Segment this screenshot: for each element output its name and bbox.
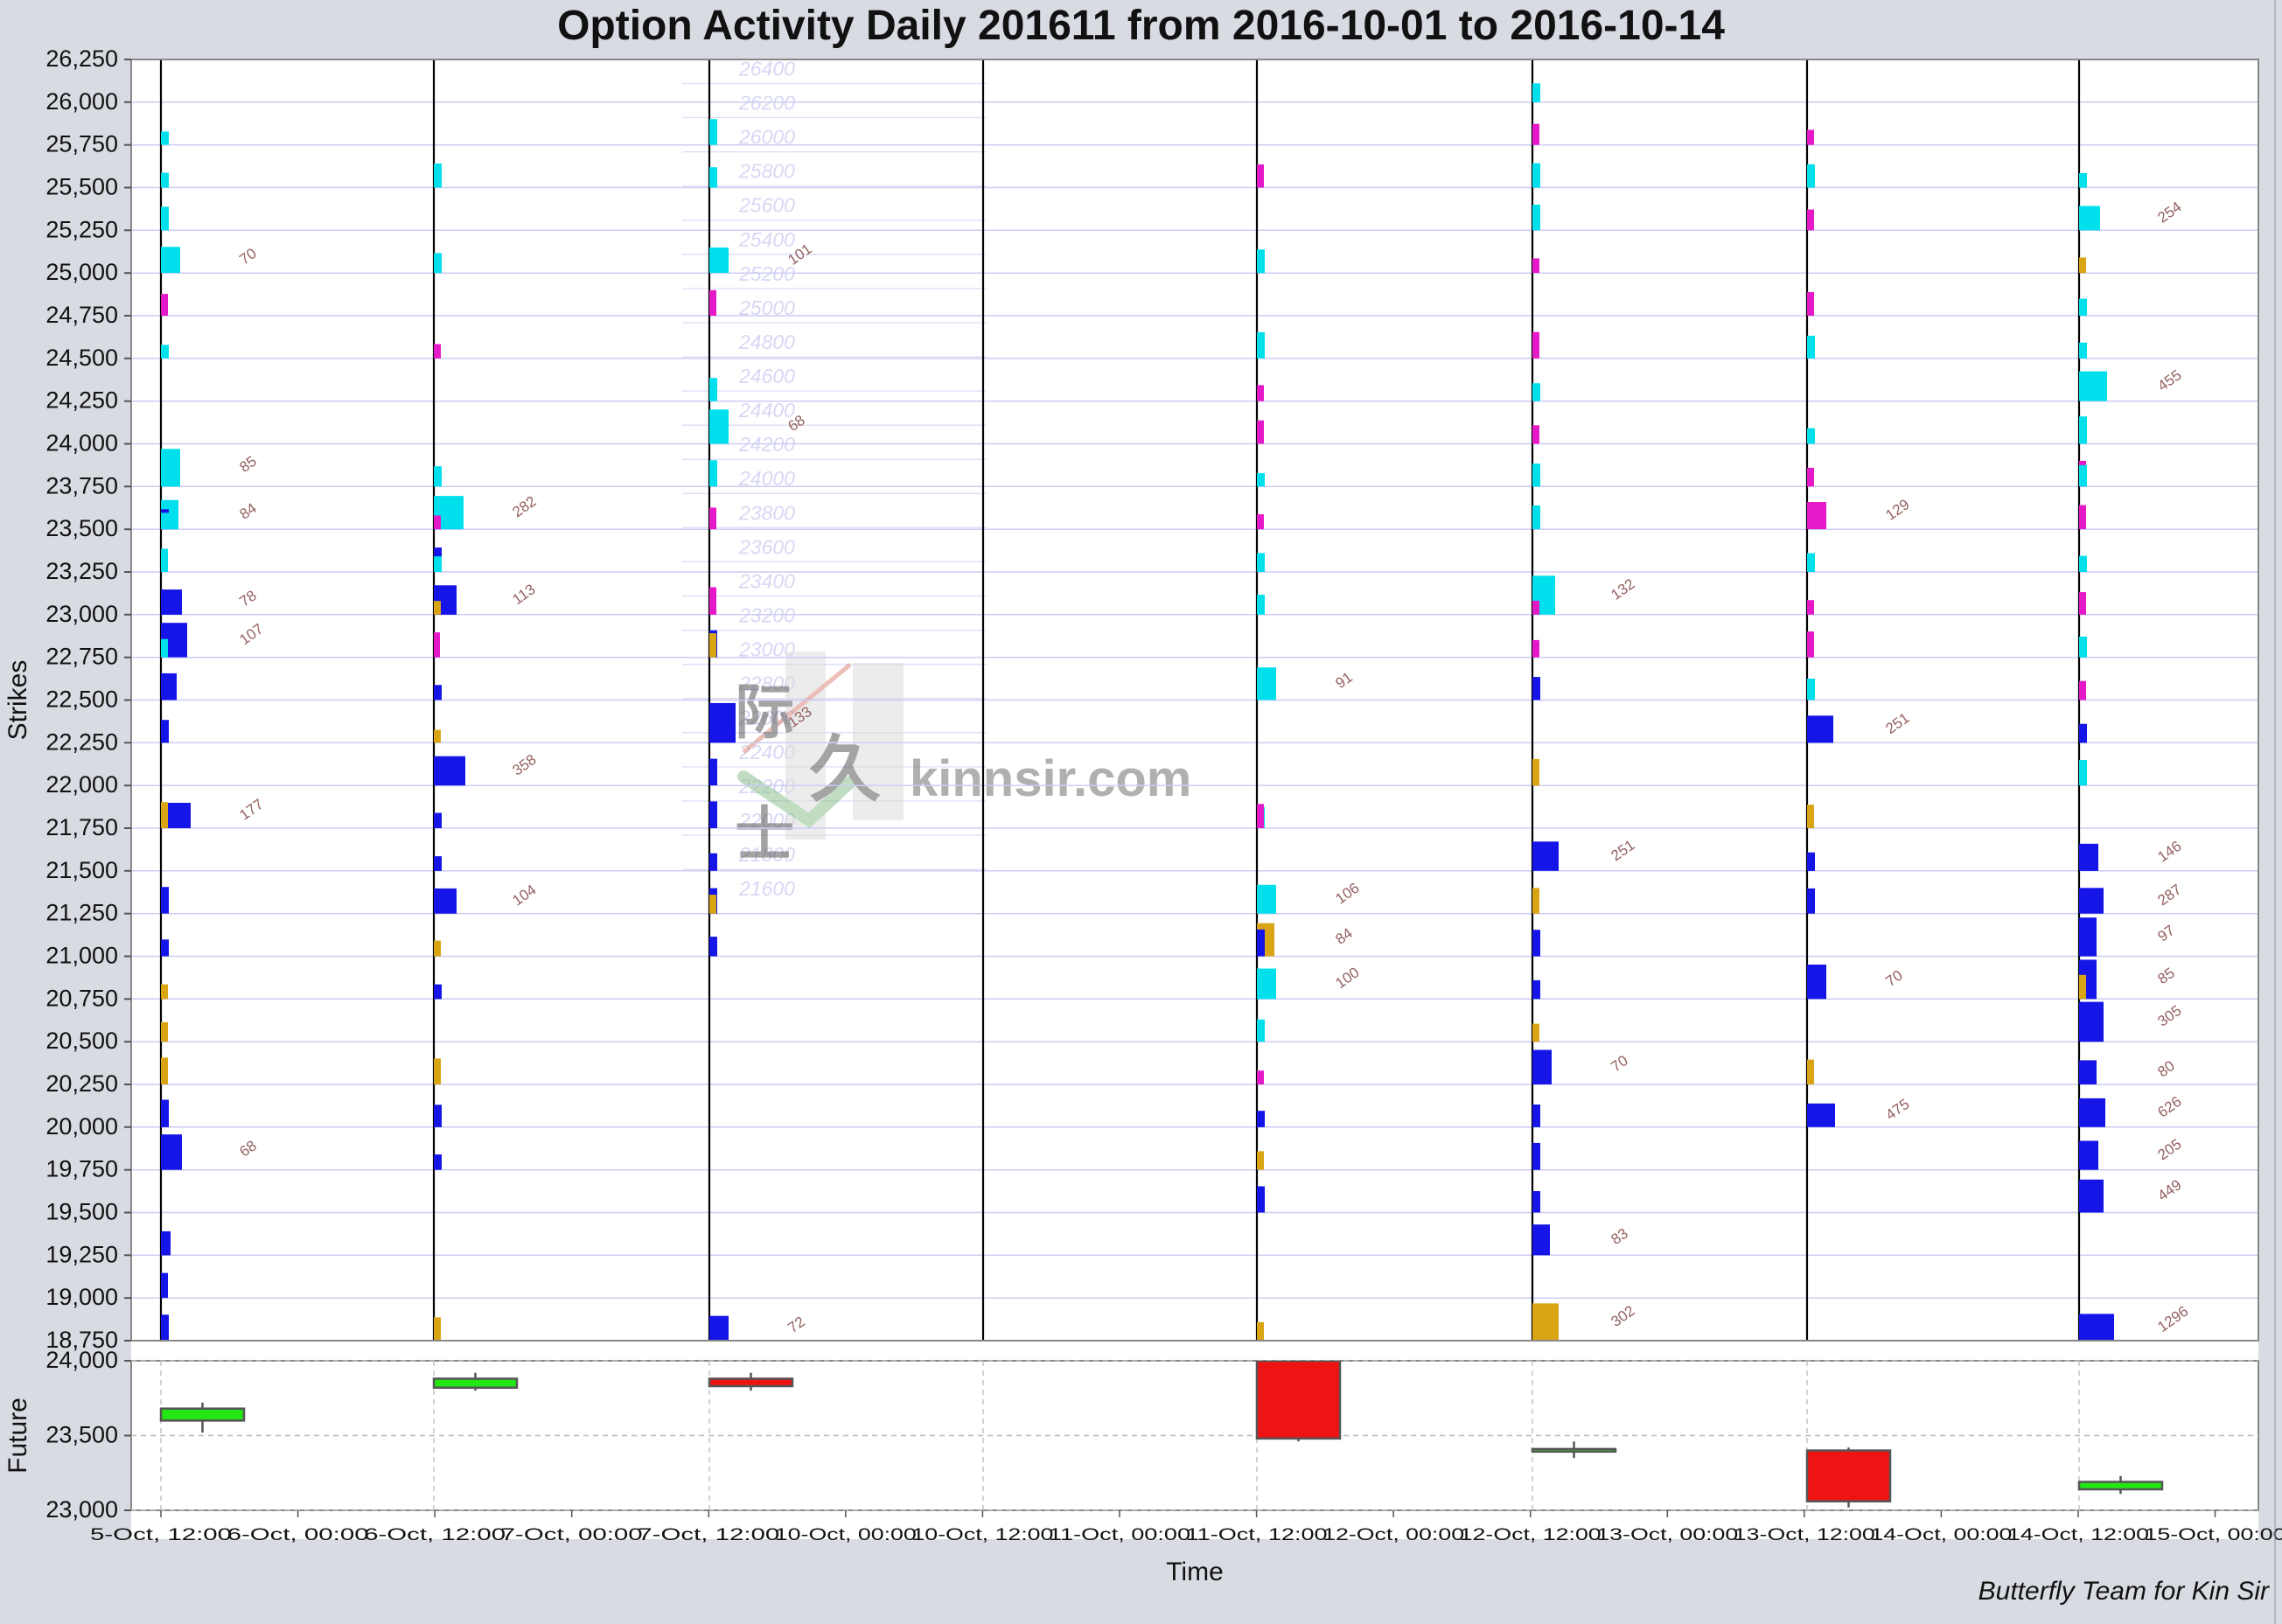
svg-text:24800: 24800 xyxy=(738,331,795,353)
svg-text:20,750: 20,750 xyxy=(45,985,118,1011)
svg-text:26,000: 26,000 xyxy=(45,88,118,115)
svg-text:10-Oct, 00:00: 10-Oct, 00:00 xyxy=(775,1526,917,1544)
svg-text:21,500: 21,500 xyxy=(45,857,118,883)
svg-text:11-Oct, 00:00: 11-Oct, 00:00 xyxy=(1049,1526,1190,1544)
svg-text:19,750: 19,750 xyxy=(45,1156,118,1182)
svg-text:13-Oct, 00:00: 13-Oct, 00:00 xyxy=(1596,1526,1738,1544)
svg-text:24,750: 24,750 xyxy=(45,302,118,328)
svg-text:5-Oct, 12:00: 5-Oct, 12:00 xyxy=(90,1526,232,1544)
svg-text:7-Oct, 12:00: 7-Oct, 12:00 xyxy=(638,1526,779,1544)
svg-text:26400: 26400 xyxy=(738,57,795,80)
svg-text:Time: Time xyxy=(1166,1558,1224,1586)
svg-text:21600: 21600 xyxy=(738,877,795,900)
svg-text:19,000: 19,000 xyxy=(45,1284,118,1310)
svg-text:23400: 23400 xyxy=(738,569,795,592)
svg-text:25600: 25600 xyxy=(738,194,795,217)
svg-text:23800: 23800 xyxy=(738,501,795,524)
svg-text:22,250: 22,250 xyxy=(45,728,118,755)
svg-text:23,750: 23,750 xyxy=(45,472,118,498)
svg-text:20,250: 20,250 xyxy=(45,1070,118,1097)
svg-text:23,000: 23,000 xyxy=(45,1496,118,1523)
svg-text:13-Oct, 12:00: 13-Oct, 12:00 xyxy=(1734,1526,1875,1544)
svg-text:25,750: 25,750 xyxy=(45,131,118,157)
svg-text:12-Oct, 12:00: 12-Oct, 12:00 xyxy=(1460,1526,1602,1544)
svg-text:10-Oct, 12:00: 10-Oct, 12:00 xyxy=(911,1526,1053,1544)
svg-text:14-Oct, 00:00: 14-Oct, 00:00 xyxy=(1870,1526,2012,1544)
svg-text:23,250: 23,250 xyxy=(45,558,118,584)
svg-text:19,250: 19,250 xyxy=(45,1241,118,1267)
svg-text:23600: 23600 xyxy=(738,535,795,558)
svg-text:19,500: 19,500 xyxy=(45,1199,118,1225)
svg-text:25,000: 25,000 xyxy=(45,259,118,285)
svg-text:21,000: 21,000 xyxy=(45,943,118,969)
svg-text:23,500: 23,500 xyxy=(45,515,118,541)
svg-text:21,750: 21,750 xyxy=(45,814,118,840)
svg-text:际: 际 xyxy=(735,680,794,746)
svg-text:Butterfly Team for Kin Sir: Butterfly Team for Kin Sir xyxy=(1978,1577,2270,1606)
svg-text:24,000: 24,000 xyxy=(45,430,118,457)
svg-text:Future: Future xyxy=(3,1397,32,1474)
svg-text:11-Oct, 12:00: 11-Oct, 12:00 xyxy=(1186,1526,1328,1544)
svg-text:Strikes: Strikes xyxy=(3,660,32,741)
svg-text:22,500: 22,500 xyxy=(45,687,118,713)
svg-text:士: 士 xyxy=(735,802,794,868)
svg-text:25,250: 25,250 xyxy=(45,216,118,242)
svg-text:14-Oct, 12:00: 14-Oct, 12:00 xyxy=(2007,1526,2149,1544)
svg-text:24600: 24600 xyxy=(738,365,795,387)
svg-text:22,750: 22,750 xyxy=(45,644,118,670)
svg-text:24,250: 24,250 xyxy=(45,387,118,414)
svg-text:15-Oct, 00:00: 15-Oct, 00:00 xyxy=(2145,1526,2282,1544)
svg-text:25,500: 25,500 xyxy=(45,174,118,200)
svg-text:24,000: 24,000 xyxy=(45,1347,118,1373)
svg-text:23,000: 23,000 xyxy=(45,601,118,627)
svg-text:25800: 25800 xyxy=(738,160,795,183)
svg-text:20,500: 20,500 xyxy=(45,1028,118,1054)
svg-text:6-Oct, 00:00: 6-Oct, 00:00 xyxy=(227,1526,369,1544)
svg-text:6-Oct, 12:00: 6-Oct, 12:00 xyxy=(364,1526,506,1544)
svg-text:24,500: 24,500 xyxy=(45,345,118,371)
svg-text:23,500: 23,500 xyxy=(45,1422,118,1448)
svg-text:24400: 24400 xyxy=(738,399,795,422)
svg-text:22,000: 22,000 xyxy=(45,771,118,798)
svg-text:kinnsir.com: kinnsir.com xyxy=(910,750,1191,807)
svg-text:25400: 25400 xyxy=(738,228,795,251)
svg-text:7-Oct, 00:00: 7-Oct, 00:00 xyxy=(501,1526,643,1544)
svg-text:12-Oct, 00:00: 12-Oct, 00:00 xyxy=(1322,1526,1464,1544)
svg-text:21,250: 21,250 xyxy=(45,900,118,926)
svg-text:20,000: 20,000 xyxy=(45,1113,118,1140)
svg-text:26,250: 26,250 xyxy=(45,45,118,72)
